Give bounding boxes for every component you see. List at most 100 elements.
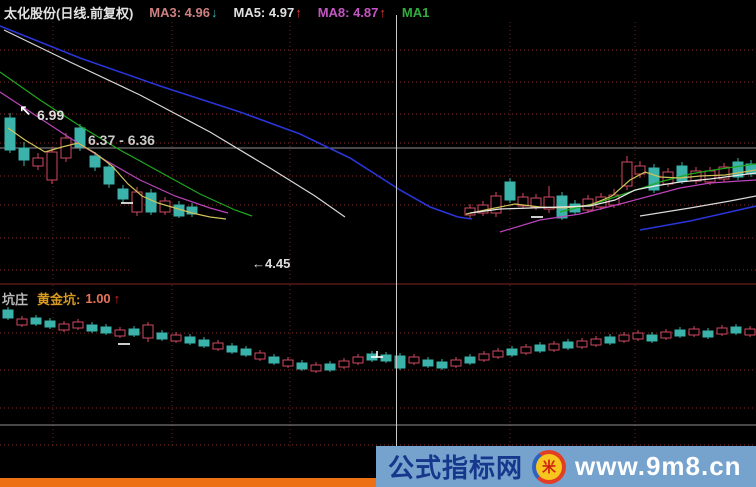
ma-yellow (7, 127, 227, 220)
candle[interactable] (2, 309, 14, 319)
candle[interactable] (704, 170, 716, 183)
price-annotation: ←4.45 (252, 256, 291, 271)
candle[interactable] (576, 340, 588, 348)
candle[interactable] (408, 356, 420, 364)
sub-panel-header: 坑庄 黄金坑: 1.00 ↑ (2, 289, 120, 308)
candle[interactable] (732, 161, 744, 178)
candle[interactable] (648, 167, 660, 191)
indicator-up-arrow: ↑ (113, 291, 121, 306)
stock-title: 太化股份(日线.前复权) (4, 5, 134, 21)
candle[interactable] (422, 359, 434, 367)
candle[interactable] (103, 166, 115, 185)
candle[interactable] (170, 334, 182, 342)
candle[interactable] (702, 330, 714, 338)
candle[interactable] (394, 355, 406, 369)
candle[interactable] (562, 341, 574, 349)
candle[interactable] (590, 338, 602, 346)
candle[interactable] (32, 157, 44, 167)
candle[interactable] (46, 151, 58, 181)
candle[interactable] (548, 343, 560, 351)
candle[interactable] (156, 332, 168, 340)
candle[interactable] (145, 192, 157, 213)
candle[interactable] (4, 117, 16, 151)
candle[interactable] (352, 356, 364, 364)
candle[interactable] (718, 166, 730, 180)
candle[interactable] (744, 328, 756, 336)
candle[interactable] (478, 353, 490, 361)
candle[interactable] (490, 195, 502, 214)
ma-label: MA1 (401, 4, 430, 20)
candle[interactable] (660, 331, 672, 339)
candle[interactable] (89, 155, 101, 168)
candle[interactable] (436, 361, 448, 369)
candle[interactable] (198, 339, 210, 347)
candle[interactable] (604, 336, 616, 344)
ma-label: MA3: 4.96 ↓ (149, 4, 218, 20)
candle[interactable] (621, 161, 633, 187)
candle[interactable] (338, 360, 350, 368)
main-chart-header: 太化股份(日线.前复权) MA3: 4.96 ↓ MA5: 4.97 ↑ MA8: 4.… (4, 2, 429, 22)
ma-label: MA8: 4.87 ↑ (317, 4, 386, 20)
candle[interactable] (716, 327, 728, 335)
ma-label: MA5: 4.97 ↑ (233, 4, 302, 20)
candle[interactable] (128, 328, 140, 336)
ma-yellow-right (465, 169, 756, 215)
ma-long-white (3, 29, 346, 218)
candle[interactable] (520, 346, 532, 354)
candle[interactable] (74, 127, 86, 148)
candle[interactable] (380, 354, 392, 362)
candle[interactable] (44, 320, 56, 328)
candle[interactable] (117, 188, 129, 200)
candle[interactable] (464, 207, 476, 216)
watermark-site-name: 公式指标网 (388, 453, 524, 483)
site-logo-glyph: 米 (536, 453, 563, 480)
candle[interactable] (60, 137, 72, 159)
candle[interactable] (184, 336, 196, 344)
indicator-value: 1.00 (85, 291, 111, 306)
candle[interactable] (30, 317, 42, 325)
ma-magenta (0, 91, 229, 214)
candle[interactable] (296, 362, 308, 370)
candle[interactable] (142, 324, 154, 339)
candle[interactable] (450, 359, 462, 367)
candle[interactable] (534, 344, 546, 352)
candle[interactable] (517, 196, 529, 207)
candle[interactable] (646, 334, 658, 342)
candle[interactable] (114, 329, 126, 337)
candle[interactable] (464, 356, 476, 364)
candle[interactable] (618, 334, 630, 342)
candle[interactable] (240, 348, 252, 356)
price-annotation: 6.99 (37, 107, 65, 123)
candle[interactable] (72, 321, 84, 329)
candle[interactable] (676, 165, 688, 182)
candle[interactable] (254, 352, 266, 360)
candle[interactable] (186, 206, 198, 215)
candle[interactable] (282, 359, 294, 367)
candle[interactable] (268, 356, 280, 364)
candle[interactable] (16, 318, 28, 326)
candle[interactable] (730, 326, 742, 334)
ma-magenta-right (499, 179, 756, 233)
candle[interactable] (86, 324, 98, 332)
indicator-name: 黄金坑: (37, 292, 81, 307)
sub-panel-name: 坑庄 (2, 292, 29, 307)
candle[interactable] (688, 328, 700, 336)
candle[interactable] (632, 332, 644, 340)
candle[interactable] (18, 147, 30, 161)
candle[interactable] (674, 329, 686, 337)
candle[interactable] (506, 348, 518, 356)
ma-long-blue (0, 25, 473, 220)
ma-long-white-right (639, 195, 756, 217)
crosshair-vertical-line[interactable] (396, 15, 397, 446)
candle[interactable] (212, 342, 224, 350)
candle[interactable] (310, 364, 322, 372)
candle[interactable] (100, 326, 112, 334)
candle[interactable] (543, 196, 555, 210)
candle[interactable] (58, 323, 70, 331)
candle[interactable] (492, 350, 504, 358)
candle[interactable] (324, 363, 336, 371)
candle[interactable] (504, 181, 516, 201)
candle[interactable] (226, 345, 238, 353)
